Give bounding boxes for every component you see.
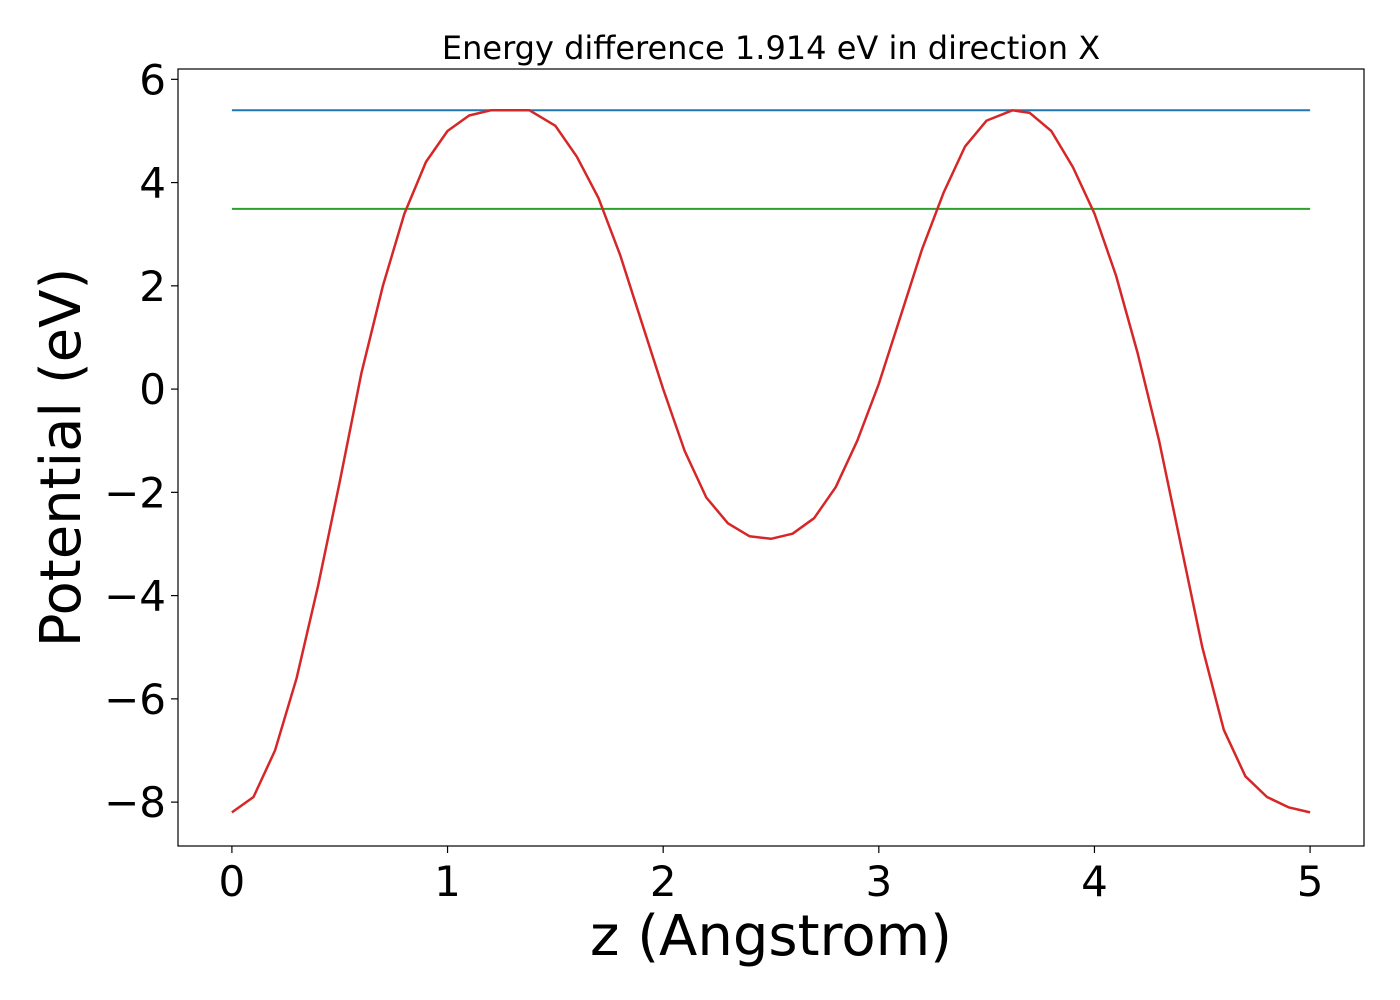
y-tick-label: 4: [139, 159, 166, 208]
y-tick-label: 0: [139, 365, 166, 414]
y-tick-label: −8: [104, 778, 166, 827]
x-tick-label: 2: [650, 857, 677, 906]
y-tick-label: −4: [104, 572, 166, 621]
y-tick-label: −6: [104, 675, 166, 724]
y-tick-label: −2: [104, 468, 166, 517]
y-tick-label: 2: [139, 262, 166, 311]
x-axis: 0 1 2 3 4 5: [219, 846, 1324, 906]
plot-area: [231, 109, 1311, 814]
x-tick-label: 3: [865, 857, 892, 906]
x-axis-label: z (Angstrom): [590, 904, 952, 969]
axes-frame: [177, 68, 1365, 847]
x-tick-label: 1: [434, 857, 461, 906]
series-line-3: [231, 109, 1311, 814]
x-tick-label: 4: [1081, 857, 1108, 906]
y-tick-label: 6: [139, 55, 166, 104]
x-tick-label: 0: [219, 857, 246, 906]
y-axis-label: Potential (eV): [29, 268, 94, 648]
y-axis: −8 −6 −4 −2 0 2 4 6: [104, 55, 178, 827]
chart-title: Energy difference 1.914 eV in direction …: [442, 29, 1100, 67]
x-tick-label: 5: [1297, 857, 1324, 906]
